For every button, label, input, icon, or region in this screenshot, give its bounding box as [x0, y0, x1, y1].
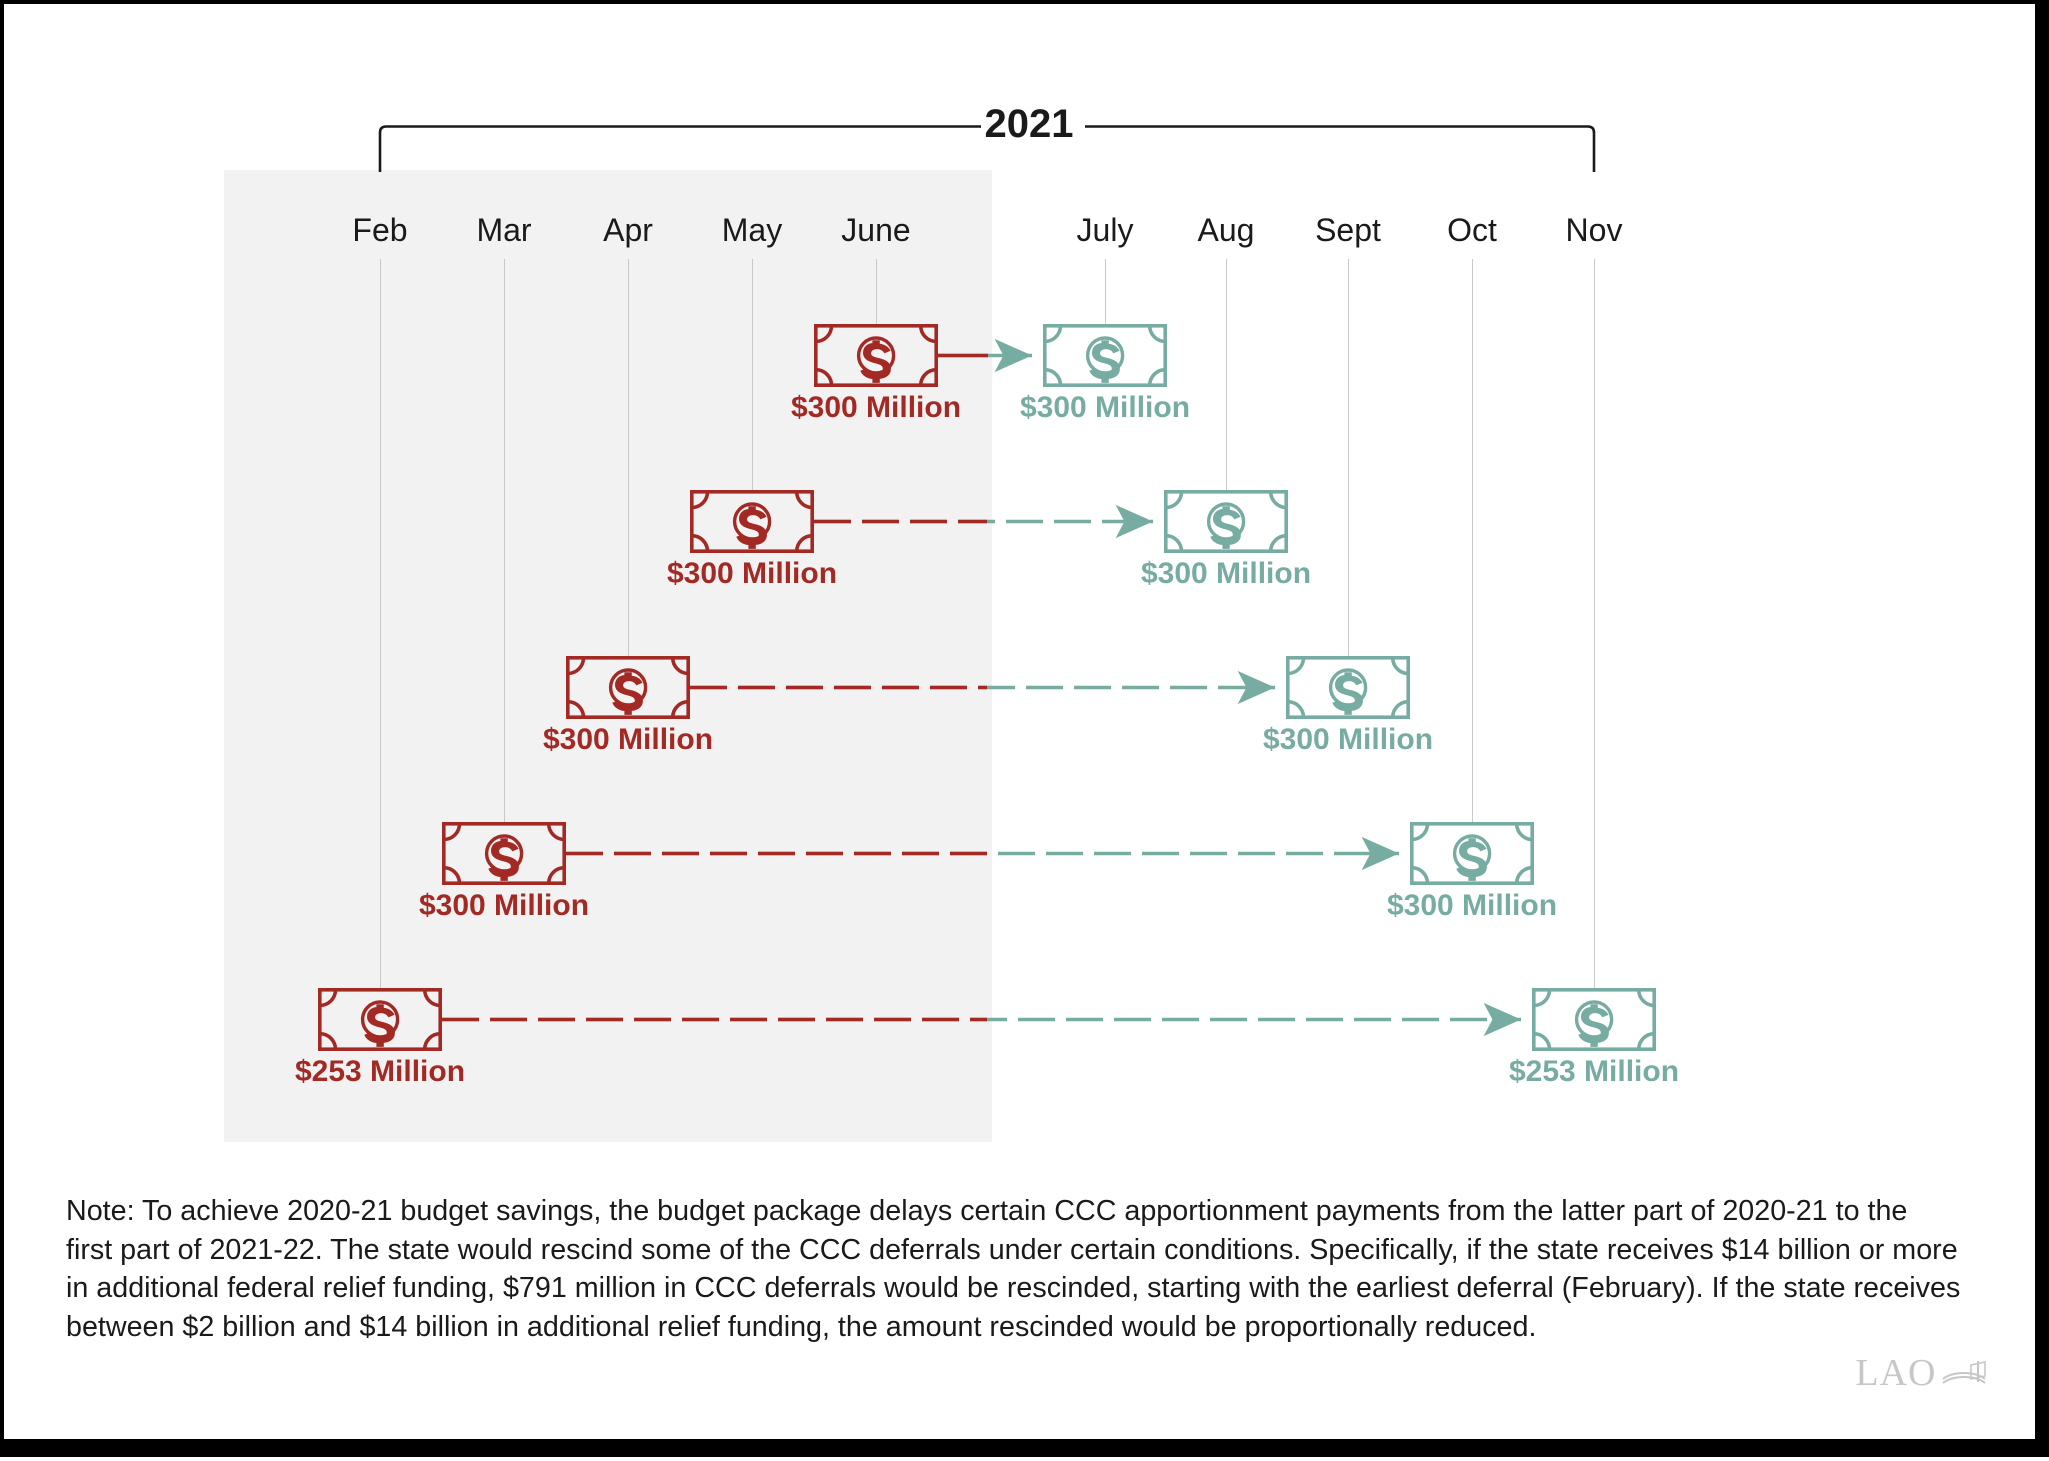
svg-text:$300 Million: $300 Million	[543, 723, 713, 756]
svg-text:$253 Million: $253 Million	[295, 1055, 465, 1088]
svg-text:$300 Million: $300 Million	[791, 391, 961, 424]
svg-text:$300 Million: $300 Million	[1020, 391, 1190, 424]
svg-text:$300 Million: $300 Million	[1141, 557, 1311, 590]
svg-text:$253 Million: $253 Million	[1509, 1055, 1679, 1088]
svg-text:$300 Million: $300 Million	[1263, 723, 1433, 756]
svg-text:$300 Million: $300 Million	[419, 889, 589, 922]
svg-text:$300 Million: $300 Million	[667, 557, 837, 590]
svg-text:$300 Million: $300 Million	[1387, 889, 1557, 922]
